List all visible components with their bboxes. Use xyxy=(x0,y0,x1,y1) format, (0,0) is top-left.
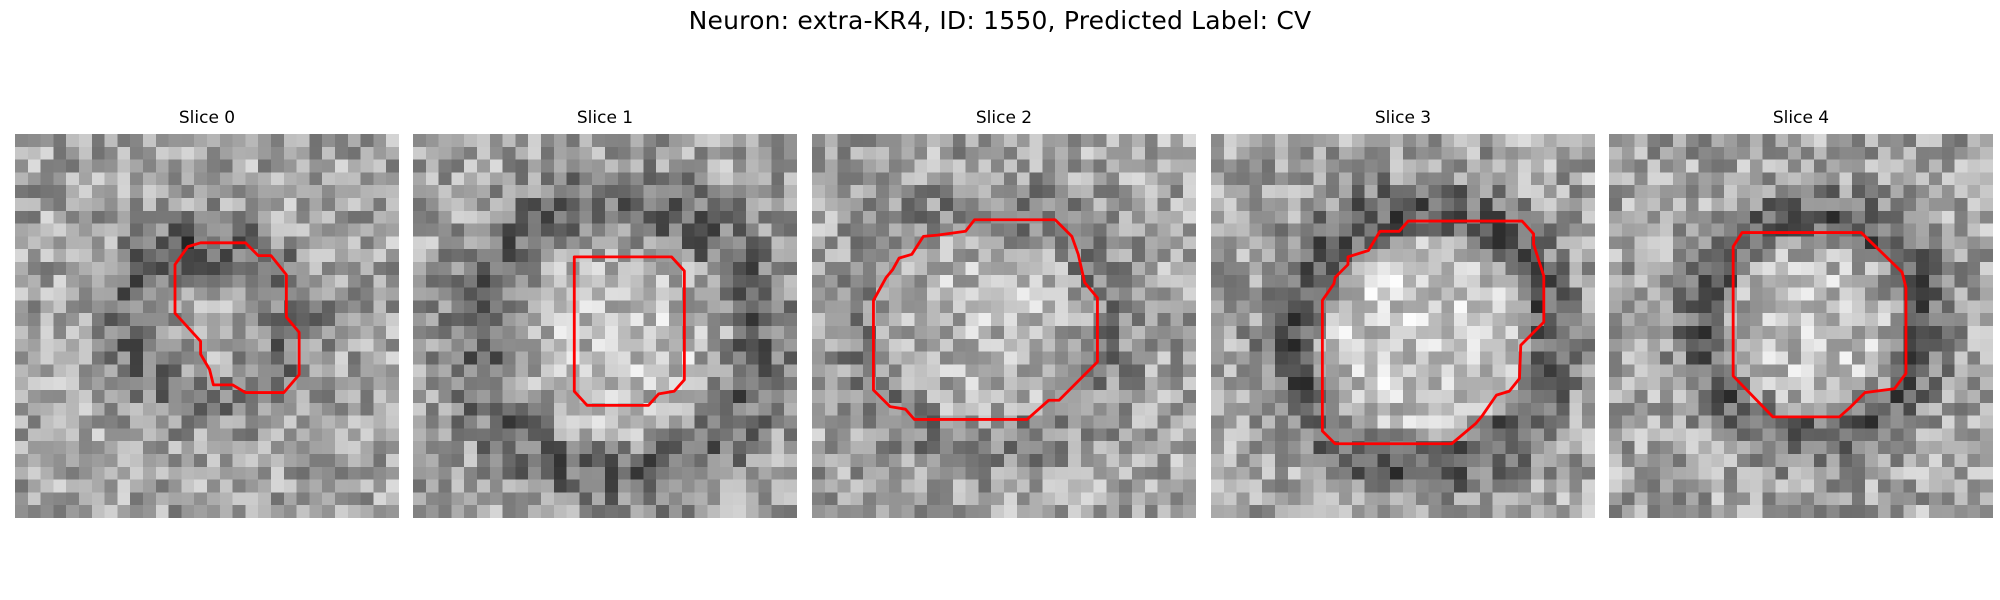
slice-title-4: Slice 4 xyxy=(1772,108,1830,128)
segmentation-contour-2 xyxy=(872,218,1099,421)
slice-image-0 xyxy=(15,134,399,518)
slice-image-4 xyxy=(1609,134,1993,518)
slice-title-0: Slice 0 xyxy=(178,108,236,128)
figure-title: Neuron: extra-KR4, ID: 1550, Predicted L… xyxy=(688,6,1312,35)
slice-title-1: Slice 1 xyxy=(576,108,634,128)
segmentation-contour-0 xyxy=(173,241,301,394)
segmentation-contour-3 xyxy=(1320,219,1546,446)
segmentation-contour-4 xyxy=(1731,231,1908,419)
segmentation-contour-1 xyxy=(572,255,686,407)
slice-title-2: Slice 2 xyxy=(975,108,1033,128)
slice-image-3 xyxy=(1211,134,1595,518)
slice-title-3: Slice 3 xyxy=(1374,108,1432,128)
slice-image-1 xyxy=(413,134,797,518)
slice-image-2 xyxy=(812,134,1196,518)
